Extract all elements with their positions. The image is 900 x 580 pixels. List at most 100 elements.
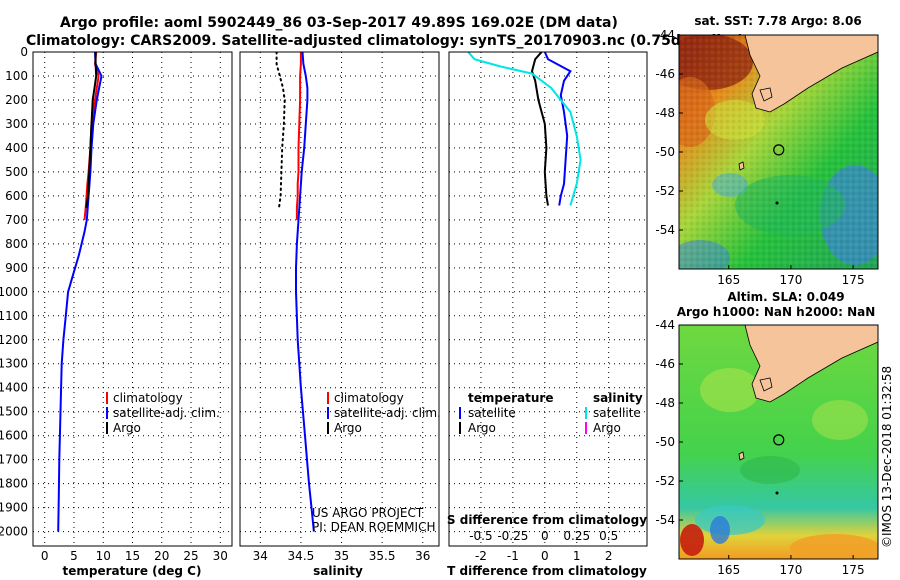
series-line-satellite-adj-clim-	[57, 52, 103, 532]
x-tick-label: 34.5	[288, 549, 315, 563]
lat-tick-label: -44	[655, 318, 675, 332]
legend-s-satellite-label: satellite	[593, 406, 641, 420]
legend-salinity-title: salinity	[593, 391, 643, 405]
y-tick-label: 1300	[0, 357, 28, 371]
legend-s-argo-label: Argo	[593, 421, 621, 435]
x-tick-label: 20	[154, 549, 169, 563]
lat-tick-label: -46	[655, 357, 675, 371]
sla-heatmap	[679, 325, 878, 559]
project-credit: US ARGO PROJECT	[312, 506, 424, 520]
difference-panel: -2 -1 0 1 2 -0.5 -0.25 0 0.25 0.5 S difference f…	[447, 51, 648, 578]
salinity-axis-label: salinity	[313, 564, 363, 578]
lon-tick-label: 170	[779, 273, 802, 287]
legend-t-argo-label: Argo	[468, 421, 496, 435]
sla-map-panel: Altim. SLA: 0.049 Argo h1000: NaN h2000:…	[655, 290, 879, 577]
y-tick-label: 700	[5, 213, 28, 227]
difference-legend: temperature satellite Argo salinity sate…	[459, 391, 643, 435]
temperature-axes-frame	[32, 51, 233, 547]
sst-land-south-island	[744, 35, 878, 113]
sla-campbell-island	[775, 491, 779, 495]
sla-light-blob	[700, 368, 760, 412]
imos-watermark: ©IMOS 13-Dec-2018 01:32:58	[880, 366, 894, 548]
series-line-salinity-satellite	[467, 52, 582, 206]
sst-heatmap	[679, 35, 878, 269]
t-difference-tick-labels: -2 -1 0 1 2	[475, 549, 613, 563]
sla-red-blob	[680, 524, 704, 556]
depth-tick-labels: 0 100 200 300 400 500 600 700 800 900 1000 1100 1200…	[0, 45, 28, 539]
sla-land-auckland-islands	[738, 451, 745, 461]
y-tick-label: 300	[5, 117, 28, 131]
lon-tick-label: 165	[717, 563, 740, 577]
lat-tick-label: -54	[655, 223, 675, 237]
sst-map-tick-labels: 165 170 175 -44 -46 -48 -50 -52 -54	[655, 28, 864, 287]
temperature-panel: 0100200300400500600700800900100011001200…	[0, 45, 233, 578]
y-tick-label: 1500	[0, 405, 28, 419]
y-tick-label: 1800	[0, 477, 28, 491]
difference-axes-frame	[448, 51, 648, 547]
x2-tick-label: -0.5	[469, 529, 492, 543]
x-tick-label: 35.5	[369, 549, 396, 563]
x-tick-label: -1	[507, 549, 519, 563]
sst-campbell-island	[775, 201, 779, 205]
sla-map-tick-labels: 165 170 175 -44 -46 -48 -50 -52 -54	[655, 318, 864, 577]
salinity-grid	[240, 51, 439, 546]
x-tick-label: 0	[541, 549, 549, 563]
sla-map-subtitle: Argo h1000: NaN h2000: NaN	[677, 305, 876, 319]
y-tick-label: 200	[5, 93, 28, 107]
y-tick-label: 1600	[0, 429, 28, 443]
lat-tick-label: -48	[655, 106, 675, 120]
salinity-legend: climatology satellite-adj. clim. Argo	[327, 391, 441, 435]
sst-map-panel: sat. SST: 7.78 Argo: 8.06 165 170 175 -44 -4…	[655, 14, 879, 287]
temperature-grid	[33, 51, 232, 546]
x-tick-label: 5	[70, 549, 78, 563]
pi-credit: PI: DEAN ROEMMICH	[312, 520, 435, 534]
sst-land-stewart-island	[759, 87, 773, 102]
lat-tick-label: -48	[655, 396, 675, 410]
y-tick-label: 900	[5, 261, 28, 275]
sla-land-stewart-island	[759, 377, 773, 392]
sst-land-auckland-islands	[738, 161, 745, 171]
y-tick-label: 400	[5, 141, 28, 155]
lat-tick-label: -52	[655, 184, 675, 198]
lat-tick-label: -44	[655, 28, 675, 42]
salinity-series	[275, 52, 315, 532]
x-tick-label: 30	[213, 549, 228, 563]
temperature-legend: climatology satellite-adj. clim. Argo	[106, 391, 220, 435]
sla-orange-blob	[790, 534, 878, 559]
x-tick-label: 25	[183, 549, 198, 563]
x-tick-label: 2	[605, 549, 613, 563]
s-difference-tick-labels: -0.5 -0.25 0 0.25 0.5	[469, 529, 618, 543]
lat-tick-label: -46	[655, 67, 675, 81]
sst-map-title: sat. SST: 7.78 Argo: 8.06	[694, 14, 861, 28]
legend-t-satellite-label: satellite	[468, 406, 516, 420]
x2-tick-label: 0.5	[599, 529, 618, 543]
figure-title-line2: Climatology: CARS2009. Satellite-adjuste…	[26, 33, 744, 49]
lon-tick-label: 170	[779, 563, 802, 577]
sla-land-south-island	[744, 325, 878, 403]
salinity-axes-frame	[239, 51, 440, 547]
y-tick-label: 1100	[0, 309, 28, 323]
legend-climatology-label: climatology	[334, 391, 404, 405]
x-tick-label: 34	[253, 549, 268, 563]
salinity-panel: 34 34.5 35 35.5 36 salinity climatology sate…	[239, 51, 441, 578]
series-line-temperature-satellite	[543, 52, 572, 206]
temperature-tick-labels: 0 5 10 15 20 25 30	[41, 549, 228, 563]
sla-dark-blob	[740, 456, 800, 484]
x-tick-label: 1	[573, 549, 581, 563]
x-tick-label: 36	[415, 549, 430, 563]
difference-series	[467, 52, 582, 206]
lon-tick-label: 165	[717, 273, 740, 287]
y-tick-label: 2000	[0, 525, 28, 539]
series-line-satellite-adj-clim-	[295, 52, 315, 532]
lat-tick-label: -52	[655, 474, 675, 488]
y-tick-label: 600	[5, 189, 28, 203]
x-tick-label: 15	[125, 549, 140, 563]
x-tick-label: 35	[334, 549, 349, 563]
legend-temperature-title: temperature	[468, 391, 553, 405]
series-line-temperature-argo	[530, 52, 549, 206]
sla-map-title: Altim. SLA: 0.049	[727, 290, 844, 304]
sla-blue-blob	[710, 516, 730, 544]
difference-grid	[449, 51, 647, 546]
series-line-argo	[275, 52, 286, 209]
